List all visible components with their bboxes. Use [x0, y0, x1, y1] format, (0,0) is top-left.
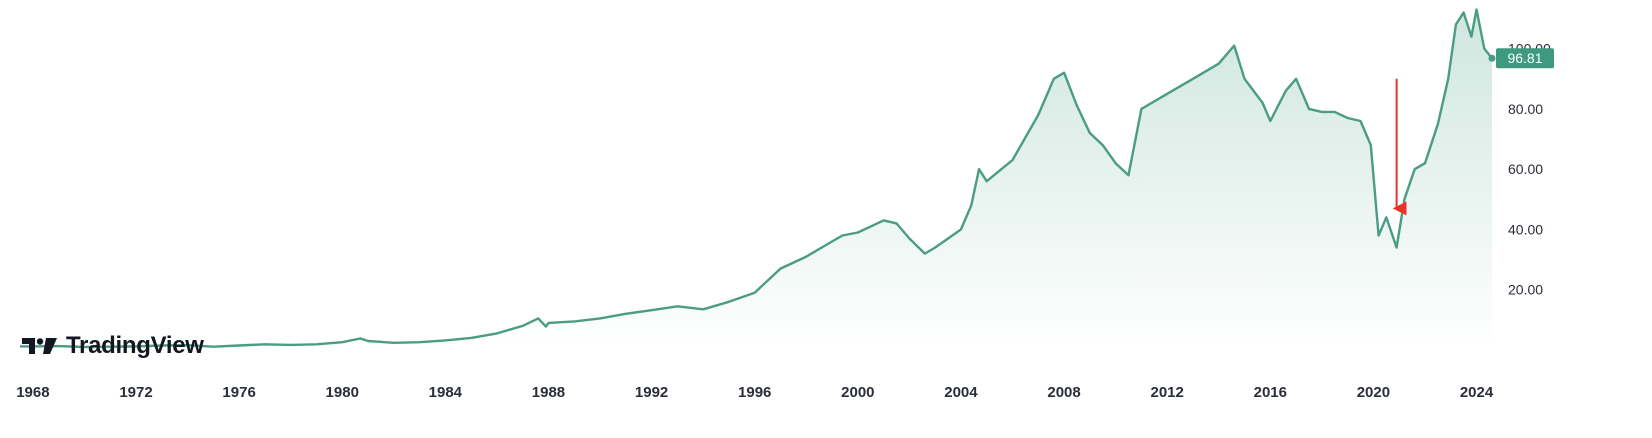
x-tick-label: 2016	[1254, 384, 1287, 401]
x-tick-label: 1976	[222, 384, 255, 401]
y-tick-label: 60.00	[1508, 161, 1543, 177]
tradingview-logo[interactable]: TradingView	[22, 332, 204, 360]
x-tick-label: 2000	[841, 384, 874, 401]
x-tick-label: 2008	[1047, 384, 1080, 401]
x-tick-label: 1968	[16, 384, 49, 401]
brand-name: TradingView	[66, 332, 204, 359]
x-tick-label: 1972	[119, 384, 152, 401]
x-tick-label: 1996	[738, 384, 771, 401]
y-tick-label: 80.00	[1508, 101, 1543, 117]
series-area	[20, 9, 1492, 350]
x-tick-label: 2012	[1150, 384, 1183, 401]
x-tick-label: 1992	[635, 384, 668, 401]
x-tick-label: 2020	[1357, 384, 1390, 401]
last-point-marker	[1488, 54, 1496, 62]
x-tick-label: 1988	[532, 384, 565, 401]
x-tick-label: 1984	[429, 384, 463, 401]
tradingview-logo-icon	[22, 338, 57, 354]
x-tick-label: 2004	[944, 384, 978, 401]
x-tick-label: 2024	[1460, 384, 1494, 401]
x-tick-label: 1980	[326, 384, 359, 401]
last-value-badge: 96.81	[1496, 48, 1554, 69]
series-line	[20, 8, 1493, 349]
y-tick-label: 20.00	[1508, 282, 1543, 298]
last-value-label: 96.81	[1507, 50, 1542, 66]
last-value-badge-bg	[1496, 48, 1554, 69]
y-tick-label: 40.00	[1508, 221, 1543, 237]
x-axis: 1968 1972 1976 1980 1984 1988 1992 1996 2000 2004…	[16, 384, 1494, 401]
